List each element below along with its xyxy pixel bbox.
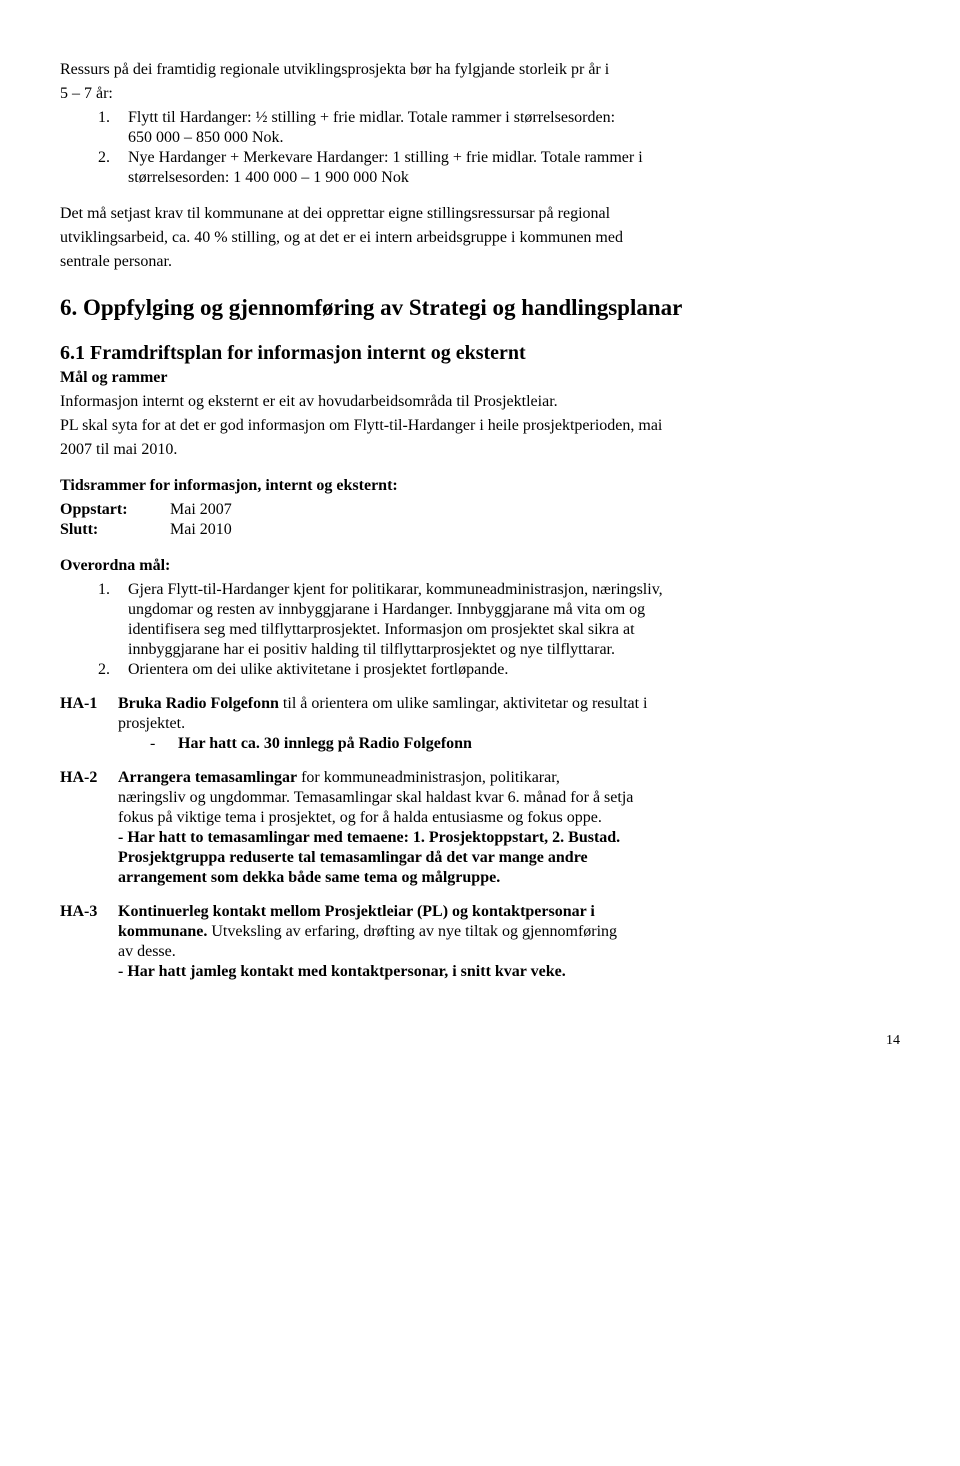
paragraph: 2007 til mai 2010. — [60, 440, 900, 460]
ha-item: HA-3 Kontinuerleg kontakt mellom Prosjek… — [60, 902, 900, 982]
list-number: 2. — [98, 148, 128, 188]
kv-key: Oppstart: — [60, 500, 170, 520]
bold-subtitle: Tidsrammer for informasjon, internt og e… — [60, 476, 900, 496]
list-line: størrelsesorden: 1 400 000 – 1 900 000 N… — [128, 169, 409, 186]
intro-line: Ressurs på dei framtidig regionale utvik… — [60, 60, 900, 80]
ha-label: HA-3 — [60, 902, 118, 982]
ha-title-bold: Arrangera temasamlingar — [118, 769, 297, 786]
ha-label: HA-2 — [60, 768, 118, 888]
ha-title-rest: til å orientera om ulike samlingar, akti… — [279, 695, 648, 712]
list-line: identifisera seg med tilflyttarprosjekte… — [128, 621, 635, 638]
ha-line: prosjektet. — [118, 715, 185, 732]
list-number: 1. — [98, 580, 128, 660]
kv-value: Mai 2007 — [170, 500, 232, 520]
list-text: Nye Hardanger + Merkevare Hardanger: 1 s… — [128, 148, 643, 188]
list-text: Gjera Flytt-til-Hardanger kjent for poli… — [128, 580, 663, 660]
intro-line: 5 – 7 år: — [60, 84, 900, 104]
bold-subtitle: Overordna mål: — [60, 556, 900, 576]
ha-line: Utveksling av erfaring, drøfting av nye … — [207, 923, 617, 940]
ha-line: næringsliv og ungdommar. Temasamlingar s… — [118, 789, 633, 806]
ha-result: - Har hatt ca. 30 innlegg på Radio Folge… — [118, 734, 472, 754]
ha-title-rest: for kommuneadministrasjon, politikarar, — [297, 769, 560, 786]
list-line: innbyggjarane har ei positiv halding til… — [128, 641, 615, 658]
ha-result-text: Prosjektgruppa reduserte tal temasamling… — [118, 849, 588, 866]
list-line: Orientera om dei ulike aktivitetane i pr… — [128, 661, 508, 678]
ha-result-text: - Har hatt to temasamlingar med temaene:… — [118, 829, 620, 846]
numbered-list: 1. Flytt til Hardanger: ½ stilling + fri… — [60, 108, 643, 188]
paragraph: Informasjon internt og eksternt er eit a… — [60, 392, 900, 412]
ha-body: Kontinuerleg kontakt mellom Prosjektleia… — [118, 902, 900, 982]
ha-item: HA-2 Arrangera temasamlingar for kommune… — [60, 768, 900, 888]
list-line: Flytt til Hardanger: ½ stilling + frie m… — [128, 109, 615, 126]
subsection-heading: 6.1 Framdriftsplan for informasjon inter… — [60, 341, 900, 366]
numbered-list: 1. Gjera Flytt-til-Hardanger kjent for p… — [60, 580, 663, 680]
paragraph: utviklingsarbeid, ca. 40 % stilling, og … — [60, 228, 900, 248]
ha-result-text: arrangement som dekka både same tema og … — [118, 869, 500, 886]
list-text: Flytt til Hardanger: ½ stilling + frie m… — [128, 108, 643, 148]
list-text: Orientera om dei ulike aktivitetane i pr… — [128, 660, 663, 680]
list-number: 2. — [98, 660, 128, 680]
ha-line: av desse. — [118, 943, 176, 960]
ha-line: fokus på viktige tema i prosjektet, og f… — [118, 809, 602, 826]
kv-value: Mai 2010 — [170, 520, 232, 540]
ha-title-bold: Bruka Radio Folgefonn — [118, 695, 279, 712]
list-line: 650 000 – 850 000 Nok. — [128, 129, 284, 146]
ha-result-text: - Har hatt jamleg kontakt med kontaktper… — [118, 963, 566, 980]
ha-result-text: Har hatt ca. 30 innlegg på Radio Folgefo… — [178, 734, 472, 754]
list-number: 1. — [98, 108, 128, 148]
list-line: Gjera Flytt-til-Hardanger kjent for poli… — [128, 581, 663, 598]
ha-item: HA-1 Bruka Radio Folgefonn til å oriente… — [60, 694, 900, 754]
ha-body: Arrangera temasamlingar for kommuneadmin… — [118, 768, 900, 888]
ha-line-bold: Kontinuerleg kontakt mellom Prosjektleia… — [118, 903, 595, 920]
key-value-block: Oppstart: Mai 2007 Slutt: Mai 2010 — [60, 500, 232, 540]
paragraph: PL skal syta for at det er god informasj… — [60, 416, 900, 436]
kv-key: Slutt: — [60, 520, 170, 540]
ha-line-bold: kommunane. — [118, 923, 207, 940]
section-heading: 6. Oppfylging og gjennomføring av Strate… — [60, 294, 900, 323]
page-number: 14 — [60, 1032, 900, 1050]
dash-icon: - — [150, 734, 178, 754]
ha-body: Bruka Radio Folgefonn til å orientera om… — [118, 694, 900, 754]
paragraph: Det må setjast krav til kommunane at dei… — [60, 204, 900, 224]
ha-label: HA-1 — [60, 694, 118, 754]
list-line: ungdomar og resten av innbyggjarane i Ha… — [128, 601, 645, 618]
paragraph: sentrale personar. — [60, 252, 900, 272]
bold-subtitle: Mål og rammer — [60, 368, 900, 388]
list-line: Nye Hardanger + Merkevare Hardanger: 1 s… — [128, 149, 643, 166]
